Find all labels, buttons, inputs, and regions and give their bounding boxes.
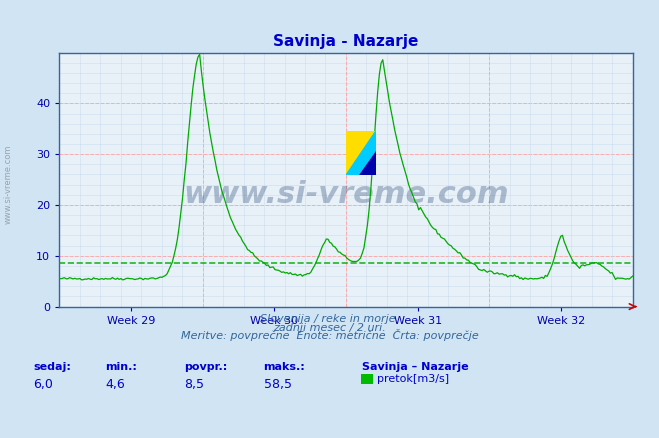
Text: www.si-vreme.com: www.si-vreme.com (3, 144, 13, 224)
Text: sedaj:: sedaj: (33, 362, 71, 372)
Text: zadnji mesec / 2 uri.: zadnji mesec / 2 uri. (273, 323, 386, 333)
Polygon shape (346, 131, 376, 175)
Text: maks.:: maks.: (264, 362, 305, 372)
Text: 4,6: 4,6 (105, 378, 125, 391)
Text: pretok[m3/s]: pretok[m3/s] (377, 374, 449, 385)
Polygon shape (359, 151, 376, 175)
Polygon shape (346, 131, 376, 175)
Text: www.si-vreme.com: www.si-vreme.com (183, 180, 509, 209)
Text: min.:: min.: (105, 362, 137, 372)
Text: Slovenija / reke in morje.: Slovenija / reke in morje. (260, 314, 399, 324)
Text: povpr.:: povpr.: (185, 362, 228, 372)
Text: 58,5: 58,5 (264, 378, 291, 391)
Text: Savinja – Nazarje: Savinja – Nazarje (362, 362, 469, 372)
Text: 8,5: 8,5 (185, 378, 204, 391)
Text: Meritve: povprečne  Enote: metrične  Črta: povprečje: Meritve: povprečne Enote: metrične Črta:… (181, 329, 478, 342)
Title: Savinja - Nazarje: Savinja - Nazarje (273, 34, 418, 49)
Text: 6,0: 6,0 (33, 378, 53, 391)
